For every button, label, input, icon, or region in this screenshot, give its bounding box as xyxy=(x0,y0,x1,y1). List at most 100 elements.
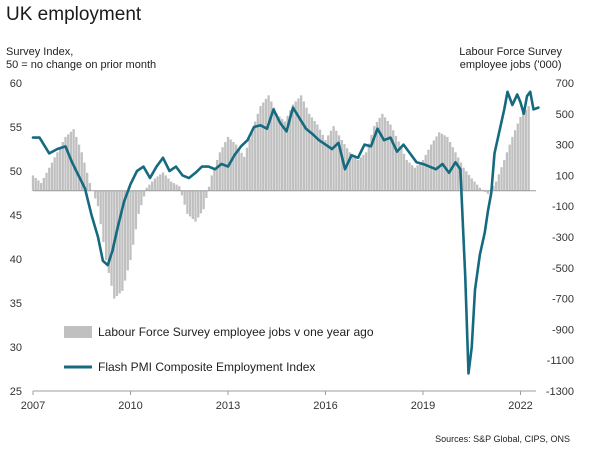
bar xyxy=(175,184,178,191)
bar xyxy=(465,171,468,191)
left-tick-label: 30 xyxy=(10,342,22,354)
bar xyxy=(213,167,216,191)
bar xyxy=(126,190,129,271)
bar xyxy=(202,190,205,210)
bar xyxy=(272,107,276,191)
bar xyxy=(400,147,403,191)
bar xyxy=(394,135,398,191)
x-tick-label: 2016 xyxy=(313,400,337,412)
bar xyxy=(169,181,173,191)
bar xyxy=(337,135,341,191)
bar xyxy=(281,118,284,191)
left-axis-note-line1: Survey Index, xyxy=(6,46,74,58)
bar xyxy=(191,190,194,220)
left-axis-note: Survey Index, 50 = no change on prior mo… xyxy=(6,46,156,72)
bar xyxy=(448,142,452,191)
bar xyxy=(259,106,262,191)
bar xyxy=(140,190,143,206)
bar xyxy=(364,152,368,191)
bar xyxy=(161,172,165,191)
bar xyxy=(497,174,500,191)
bar xyxy=(86,172,89,191)
bar xyxy=(88,183,92,191)
bar xyxy=(237,148,240,191)
bar xyxy=(511,136,514,191)
legend-bar-label: Labour Force Survey employee jobs v one … xyxy=(98,325,374,339)
bar xyxy=(294,101,297,191)
right-tick-label: -500 xyxy=(552,263,574,275)
bar xyxy=(473,181,476,191)
bar xyxy=(516,123,519,191)
bar xyxy=(446,136,449,191)
right-axis-note-line1: Labour Force Survey xyxy=(459,46,562,58)
left-tick-label: 25 xyxy=(10,386,22,398)
bar xyxy=(373,126,376,191)
bar xyxy=(435,136,438,191)
left-tick-label: 35 xyxy=(10,298,22,310)
bar xyxy=(186,190,189,214)
bar xyxy=(164,175,167,191)
right-tick-label: -100 xyxy=(552,201,574,213)
bar xyxy=(481,189,484,191)
bar xyxy=(397,141,400,191)
bar xyxy=(297,98,300,191)
pmi-line xyxy=(31,90,540,375)
bar xyxy=(248,138,251,191)
left-tick-label: 50 xyxy=(10,166,22,178)
bar xyxy=(457,157,460,191)
bar xyxy=(370,134,373,191)
bar xyxy=(329,130,333,191)
bar xyxy=(308,113,311,191)
bar xyxy=(313,120,316,191)
bar xyxy=(199,190,203,214)
bar xyxy=(151,181,154,191)
bar xyxy=(351,154,354,191)
legend: Labour Force Survey employee jobs v one … xyxy=(64,325,374,374)
bar xyxy=(500,167,503,191)
x-tick-label: 2019 xyxy=(411,400,435,412)
bar xyxy=(61,142,64,191)
bar xyxy=(253,121,257,191)
bar-series xyxy=(31,95,530,299)
right-tick-label: -900 xyxy=(552,324,574,336)
right-tick-label: 700 xyxy=(556,78,574,90)
right-axis-note: Labour Force Survey employee jobs ('000) xyxy=(459,46,562,72)
bar xyxy=(262,102,265,191)
bar xyxy=(183,190,186,205)
x-tick-label: 2010 xyxy=(118,400,142,412)
bar xyxy=(402,153,406,191)
bar xyxy=(389,124,392,191)
line-series xyxy=(31,90,540,375)
x-tick-label: 2022 xyxy=(508,400,532,412)
bar xyxy=(148,184,151,191)
bar xyxy=(83,162,86,191)
bar xyxy=(197,190,200,218)
bar xyxy=(367,143,370,191)
bar xyxy=(264,98,268,191)
bar xyxy=(53,157,56,191)
right-axis-note-line2: employee jobs ('000) xyxy=(459,59,562,71)
bar xyxy=(462,167,465,191)
bar xyxy=(362,154,365,191)
right-tick-label: -1300 xyxy=(546,386,574,398)
legend-line-label: Flash PMI Composite Employment Index xyxy=(98,360,315,374)
bar xyxy=(348,152,352,191)
bar xyxy=(245,147,249,191)
bar xyxy=(375,122,379,191)
bar xyxy=(381,113,384,191)
bar xyxy=(505,152,509,191)
bar xyxy=(110,190,113,286)
bar xyxy=(413,167,417,191)
bar xyxy=(94,190,97,199)
bar xyxy=(134,190,138,230)
bar xyxy=(386,120,389,191)
right-tick-label: -300 xyxy=(552,232,574,244)
left-tick-label: 45 xyxy=(10,210,22,222)
bar xyxy=(383,117,387,191)
bar xyxy=(153,178,157,191)
right-tick-label: 300 xyxy=(556,140,574,152)
bar xyxy=(305,107,308,191)
bar xyxy=(267,95,270,191)
bar xyxy=(58,147,62,191)
bar xyxy=(226,136,230,191)
